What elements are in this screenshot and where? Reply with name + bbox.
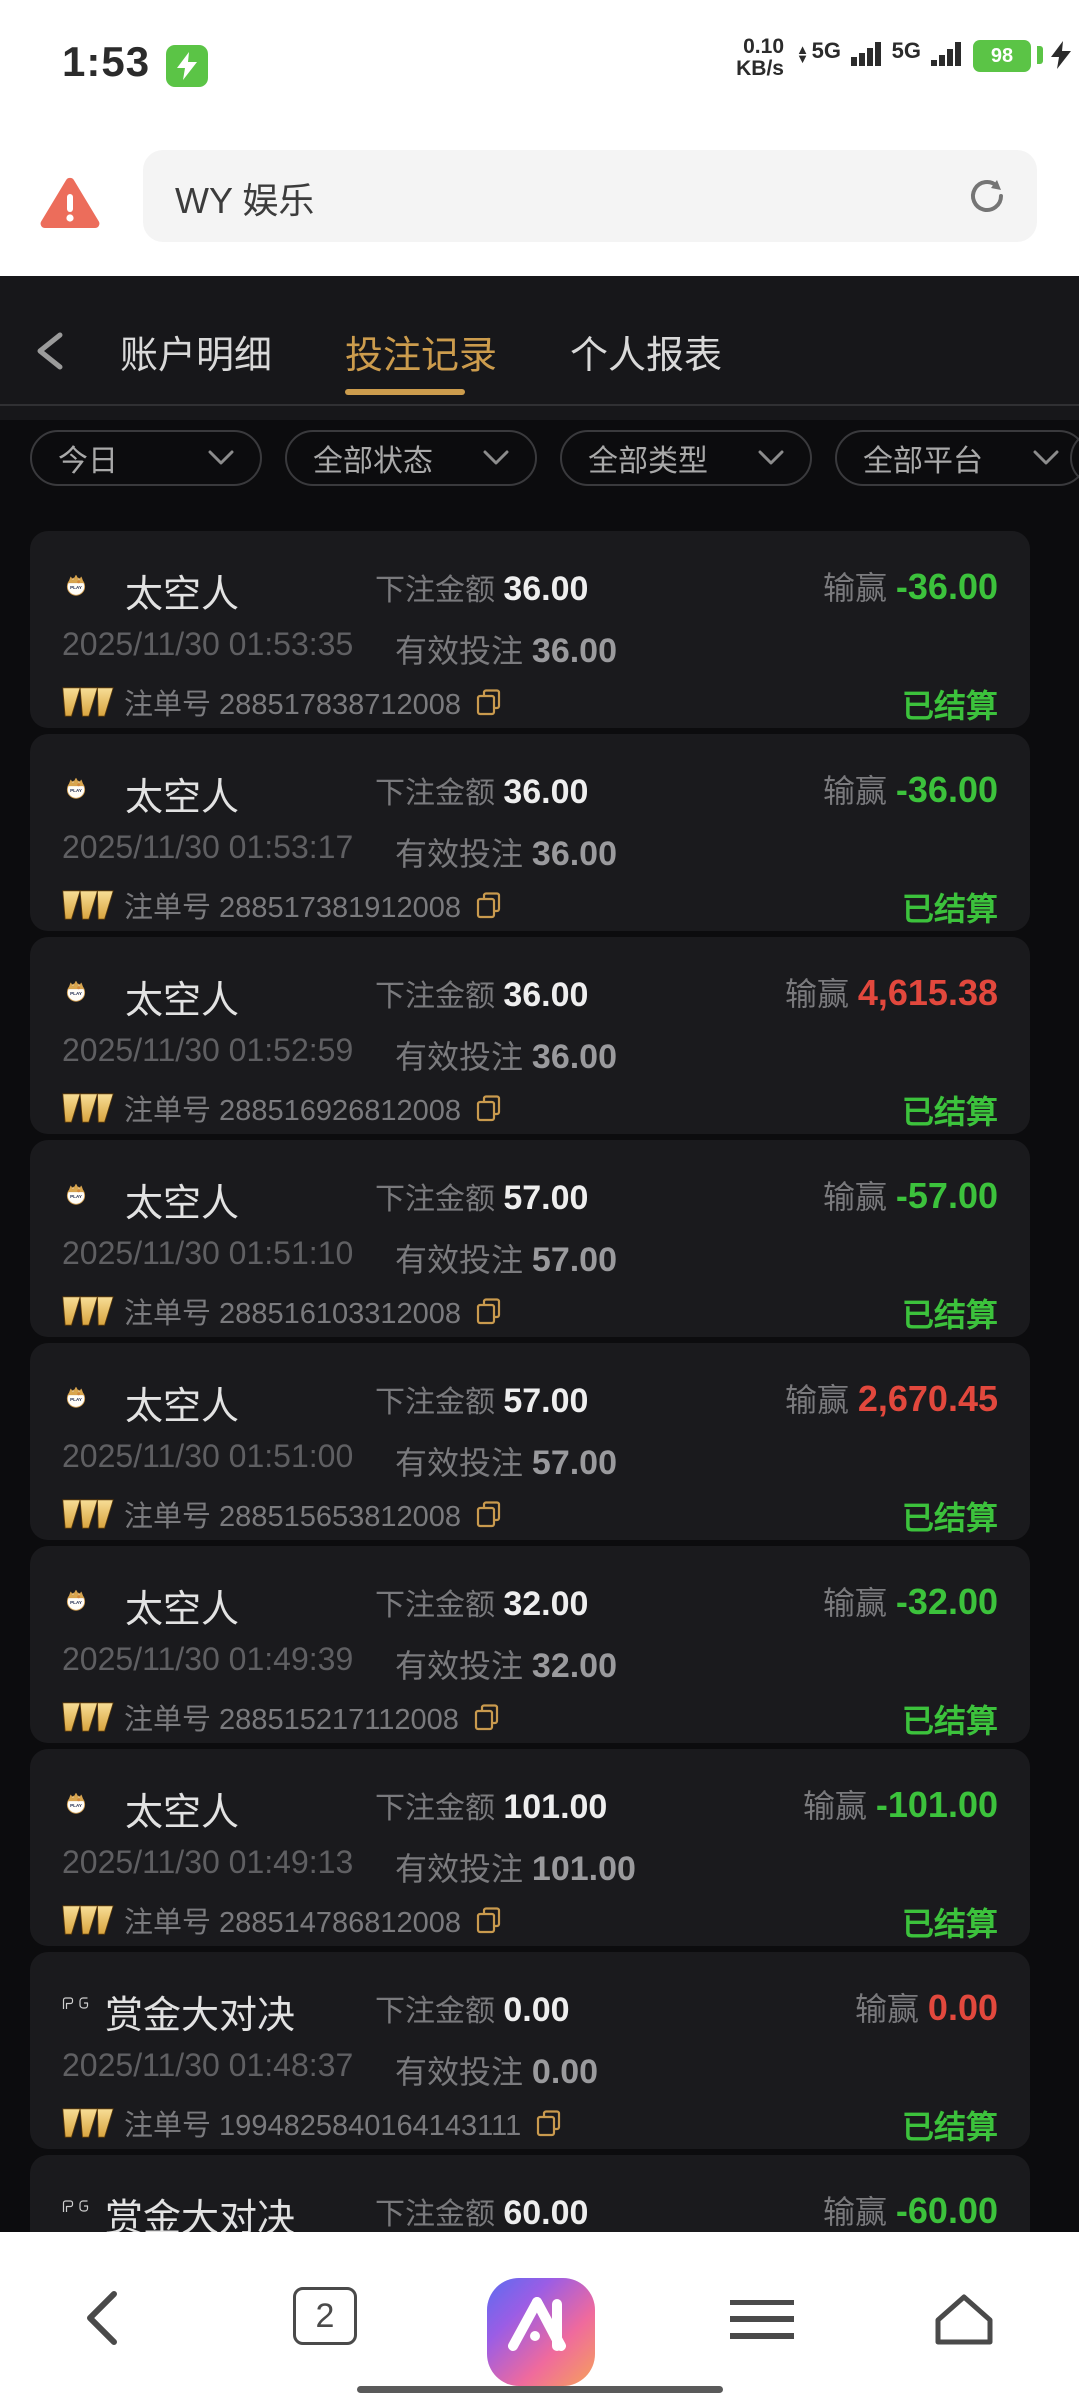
svg-text:PLAY: PLAY — [70, 1397, 82, 1402]
svg-text:PLAY: PLAY — [70, 1803, 82, 1808]
svg-text:PLAY: PLAY — [70, 1600, 82, 1605]
svg-text:PLAY: PLAY — [70, 585, 82, 590]
svg-text:PLAY: PLAY — [70, 788, 82, 793]
svg-text:PLAY: PLAY — [70, 1194, 82, 1199]
svg-text:PLAY: PLAY — [70, 991, 82, 996]
